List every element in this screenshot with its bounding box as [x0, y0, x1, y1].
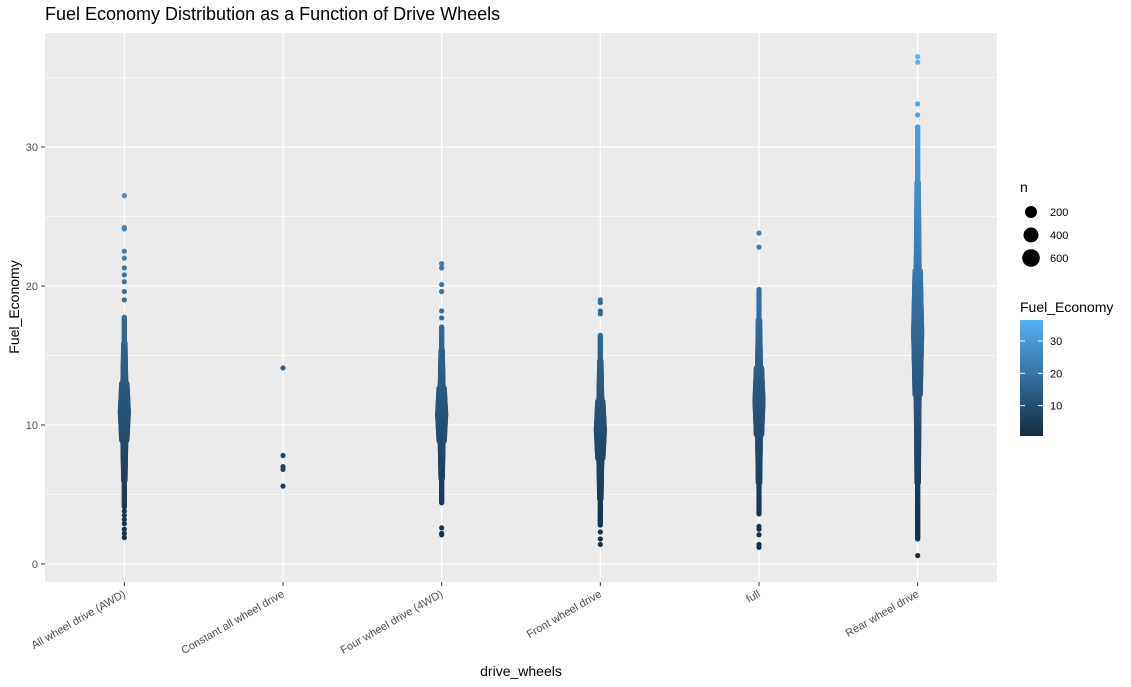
data-point	[439, 324, 445, 330]
data-point	[121, 279, 127, 285]
data-point	[597, 536, 603, 542]
data-point	[597, 308, 603, 314]
data-point	[121, 288, 127, 295]
data-point	[121, 534, 127, 541]
data-point	[756, 541, 762, 548]
data-point	[597, 332, 603, 338]
data-point	[121, 521, 127, 527]
data-point	[280, 464, 286, 470]
data-point	[597, 529, 603, 535]
data-point	[121, 314, 127, 320]
data-point	[597, 297, 603, 303]
data-point	[439, 308, 445, 314]
data-point	[439, 288, 445, 295]
data-point	[121, 272, 127, 278]
data-point	[121, 297, 127, 303]
data-point	[121, 530, 127, 536]
data-point	[756, 523, 762, 530]
data-point	[121, 516, 127, 523]
data-point	[280, 365, 286, 371]
data-point	[756, 244, 762, 250]
data-point	[121, 193, 127, 199]
chart-title: Fuel Economy Distribution as a Function …	[45, 4, 501, 24]
data-point	[439, 281, 445, 288]
plot-panel	[45, 33, 997, 582]
data-point	[121, 224, 127, 231]
data-point	[121, 248, 127, 254]
data-point	[280, 452, 286, 459]
data-points	[117, 54, 925, 559]
data-point	[439, 315, 445, 321]
data-point	[121, 508, 127, 514]
data-point	[121, 526, 127, 532]
data-point	[756, 230, 762, 236]
data-point	[121, 265, 127, 271]
data-point	[756, 532, 762, 538]
data-point	[121, 255, 127, 261]
data-point	[597, 541, 603, 548]
data-point	[121, 512, 127, 518]
data-point	[439, 525, 445, 531]
data-point	[280, 483, 286, 489]
data-point	[756, 286, 762, 293]
data-point	[439, 261, 445, 267]
data-point	[439, 530, 445, 536]
